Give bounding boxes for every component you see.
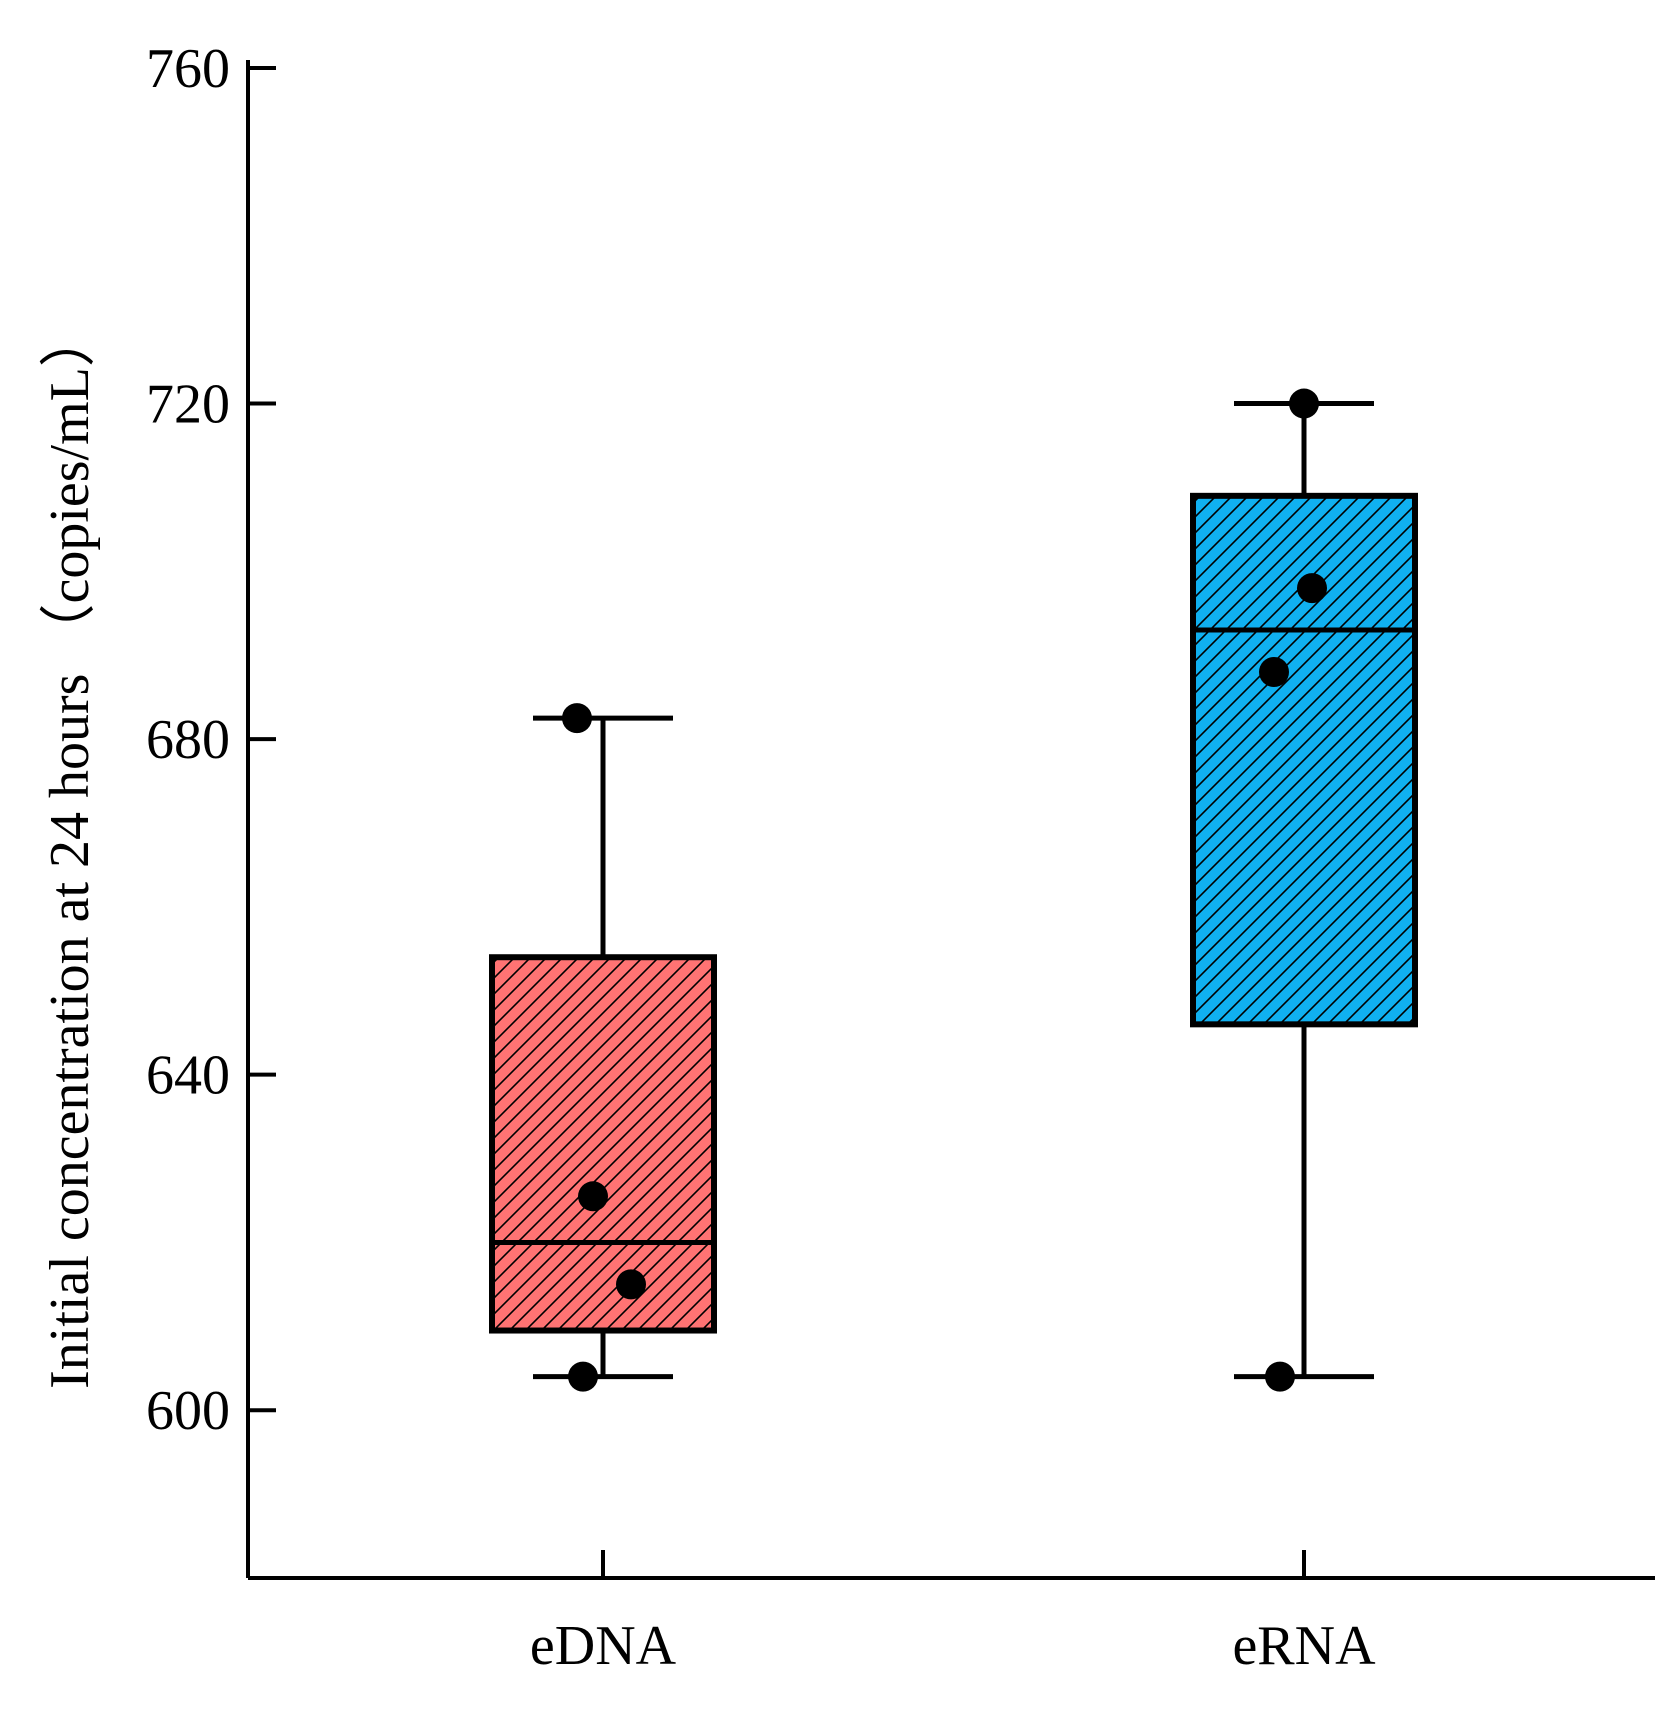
data-point: [578, 1181, 608, 1212]
box-edna: [489, 703, 717, 1392]
y-tick-label: 760: [146, 38, 230, 100]
data-point: [616, 1269, 646, 1300]
y-tick-label: 640: [146, 1045, 230, 1107]
box-outline: [489, 954, 717, 1334]
data-point: [1289, 388, 1319, 419]
data-point: [1297, 573, 1327, 604]
data-point: [568, 1361, 598, 1392]
boxes-group: [489, 388, 1418, 1392]
y-tick-label: 720: [146, 374, 230, 436]
box-hatch: [1193, 495, 1415, 1025]
box-erna: [1190, 388, 1418, 1392]
box-hatch: [492, 957, 714, 1331]
x-tick-label: eRNA: [1232, 1615, 1376, 1677]
box-outline: [1190, 492, 1418, 1028]
y-tick-label: 680: [146, 709, 230, 771]
y-axis: 600 640 680 720 760: [146, 38, 276, 1578]
y-axis-title: Initial concentration at 24 hours （copie…: [39, 311, 101, 1389]
x-axis: eDNA eRNA: [248, 1550, 1655, 1677]
y-tick-label: 600: [146, 1380, 230, 1442]
data-point: [1259, 657, 1289, 687]
data-point: [562, 703, 592, 734]
data-point: [1265, 1361, 1295, 1392]
x-tick-label: eDNA: [530, 1615, 677, 1677]
